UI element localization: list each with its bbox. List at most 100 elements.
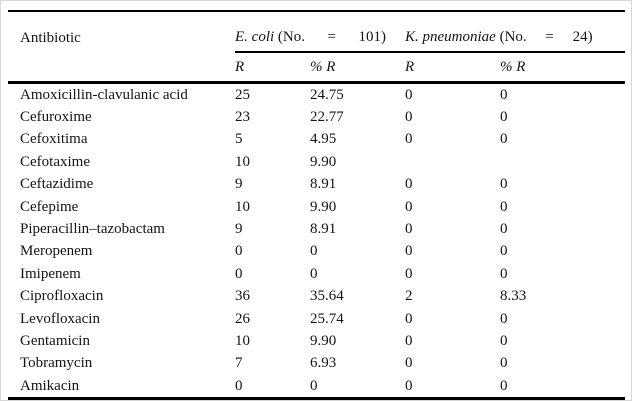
ecoli-r-cell: 0: [235, 243, 243, 260]
kpneumoniae-percent-r-cell: 0: [500, 310, 508, 327]
subheader-ecoli-percent-r: % R: [310, 52, 406, 84]
kpneumoniae-r-cell: [405, 151, 500, 173]
ecoli-percent-r-cell: 0: [310, 377, 318, 394]
ecoli-r-cell: 5: [235, 131, 243, 148]
table-row: Amoxicillin-clavulanic acid 25 24.75 0 0: [8, 83, 625, 107]
ecoli-r-cell: 0: [235, 265, 243, 282]
kpneumoniae-percent-r-cell: 0: [500, 221, 508, 238]
ecoli-r-cell: 9: [235, 176, 243, 193]
ecoli-percent-r-cell: 25.74: [310, 310, 344, 327]
kpneumoniae-group-header: K. pneumoniae (No. = 24): [405, 11, 626, 53]
ecoli-percent-r-cell: 8.91: [310, 176, 337, 193]
ecoli-percent-r-cell: 24.75: [310, 86, 344, 103]
antibiotic-name-cell: Meropenem: [20, 243, 93, 260]
ecoli-r-cell: 10: [235, 153, 250, 170]
ecoli-group-header: E. coli (No. = 101): [235, 11, 406, 53]
ecoli-percent-r-cell: 9.90: [310, 153, 337, 170]
ecoli-r-cell: 25: [235, 86, 250, 103]
kpneumoniae-percent-r-cell: 0: [500, 332, 508, 349]
table-row: Ceftazidime 9 8.91 0 0: [8, 174, 625, 196]
antibiotic-resistance-table: Antibiotic E. coli (No. = 101) K. pneumo…: [8, 10, 626, 401]
table-row: Amikacin 0 0 0 0: [8, 375, 625, 399]
ecoli-percent-r-cell: 0: [310, 243, 318, 260]
antibiotic-name-cell: Amoxicillin-clavulanic acid: [20, 86, 188, 103]
kpneumoniae-r-cell: 0: [405, 265, 413, 282]
kpneumoniae-r-cell: 0: [405, 221, 413, 238]
ecoli-r-cell: 0: [235, 377, 243, 394]
table-row: Cefoxitima 5 4.95 0 0: [8, 129, 625, 151]
ecoli-percent-r-cell: 35.64: [310, 288, 344, 305]
subheader-empty: [8, 52, 235, 84]
subheader-row: R % R R % R: [8, 52, 626, 84]
ecoli-percent-r-cell: 9.90: [310, 332, 337, 349]
table-row: Meropenem 0 0 0 0: [8, 241, 625, 263]
kpneumoniae-percent-r-cell: 0: [500, 86, 508, 103]
ecoli-r-cell: 10: [235, 198, 250, 215]
table-header: Antibiotic E. coli (No. = 101) K. pneumo…: [8, 11, 626, 84]
ecoli-r-cell: 7: [235, 355, 243, 372]
antibiotic-name-cell: Ciprofloxacin: [20, 288, 104, 305]
table-row: Ciprofloxacin 36 35.64 2 8.33: [8, 286, 625, 308]
table-row: Imipenem 0 0 0 0: [8, 263, 625, 285]
antibiotic-name-cell: Ceftazidime: [20, 176, 94, 193]
kpneumoniae-species-name: K. pneumoniae: [405, 29, 496, 45]
antibiotic-name-cell: Gentamicin: [20, 332, 90, 349]
ecoli-percent-r-cell: 9.90: [310, 198, 337, 215]
kpneumoniae-r-cell: 0: [405, 377, 413, 394]
antibiotic-name-cell: Cefotaxime: [20, 153, 90, 170]
table-row: Cefepime 10 9.90 0 0: [8, 196, 625, 218]
species-header-row: Antibiotic E. coli (No. = 101) K. pneumo…: [8, 11, 626, 53]
table-body: Amoxicillin-clavulanic acid 25 24.75 0 0 Cefu…: [8, 83, 625, 399]
ecoli-species-name: E. coli: [235, 29, 275, 45]
antibiotic-name-cell: Cefuroxime: [20, 109, 92, 126]
kpneumoniae-percent-r-cell: 0: [500, 131, 508, 148]
antibiotic-name-cell: Cefepime: [20, 198, 79, 215]
antibiotic-name-cell: Tobramycin: [20, 355, 93, 372]
kpneumoniae-r-cell: 0: [405, 355, 413, 372]
kpneumoniae-r-cell: 0: [405, 109, 413, 126]
ecoli-r-cell: 36: [235, 288, 250, 305]
kpneumoniae-percent-r-cell: 0: [500, 198, 508, 215]
kpneumoniae-percent-r-cell: 0: [500, 355, 508, 372]
kpneumoniae-percent-r-cell: 0: [500, 265, 508, 282]
subheader-ecoli-r: R: [235, 52, 310, 84]
ecoli-r-cell: 9: [235, 221, 243, 238]
ecoli-r-cell: 10: [235, 332, 250, 349]
kpneumoniae-r-cell: 0: [405, 310, 413, 327]
kpneumoniae-percent-r-cell: [500, 151, 625, 173]
subheader-kpneumoniae-percent-r: % R: [500, 52, 626, 84]
antibiotic-name-cell: Amikacin: [20, 377, 80, 394]
table-row: Cefotaxime 10 9.90: [8, 151, 625, 173]
kpneumoniae-r-cell: 2: [405, 288, 413, 305]
ecoli-percent-r-cell: 8.91: [310, 221, 337, 238]
ecoli-count-text: (No. = 101): [274, 29, 386, 45]
antibiotic-name-cell: Levofloxacin: [20, 310, 100, 327]
ecoli-percent-r-cell: 4.95: [310, 131, 337, 148]
antibiotic-name-cell: Piperacillin–tazobactam: [20, 221, 165, 238]
table-row: Piperacillin–tazobactam 9 8.91 0 0: [8, 218, 625, 240]
ecoli-r-cell: 26: [235, 310, 250, 327]
table-row: Cefuroxime 23 22.77 0 0: [8, 106, 625, 128]
antibiotic-name-cell: Imipenem: [20, 265, 81, 282]
antibiotic-name-cell: Cefoxitima: [20, 131, 88, 148]
ecoli-percent-r-cell: 6.93: [310, 355, 337, 372]
ecoli-percent-r-cell: 0: [310, 265, 318, 282]
table-row: Levofloxacin 26 25.74 0 0: [8, 308, 625, 330]
kpneumoniae-r-cell: 0: [405, 243, 413, 260]
kpneumoniae-count-text: (No. = 24): [495, 29, 593, 45]
kpneumoniae-r-cell: 0: [405, 131, 413, 148]
kpneumoniae-r-cell: 0: [405, 332, 413, 349]
kpneumoniae-percent-r-cell: 8.33: [500, 288, 527, 305]
kpneumoniae-percent-r-cell: 0: [500, 176, 508, 193]
kpneumoniae-percent-r-cell: 0: [500, 243, 508, 260]
subheader-kpneumoniae-r: R: [405, 52, 501, 84]
table-row: Tobramycin 7 6.93 0 0: [8, 353, 625, 375]
antibiotic-column-header: Antibiotic: [20, 30, 81, 46]
ecoli-r-cell: 23: [235, 109, 250, 126]
kpneumoniae-r-cell: 0: [405, 176, 413, 193]
kpneumoniae-percent-r-cell: 0: [500, 109, 508, 126]
ecoli-percent-r-cell: 22.77: [310, 109, 344, 126]
table-row: Gentamicin 10 9.90 0 0: [8, 330, 625, 352]
kpneumoniae-percent-r-cell: 0: [500, 377, 508, 394]
kpneumoniae-r-cell: 0: [405, 198, 413, 215]
